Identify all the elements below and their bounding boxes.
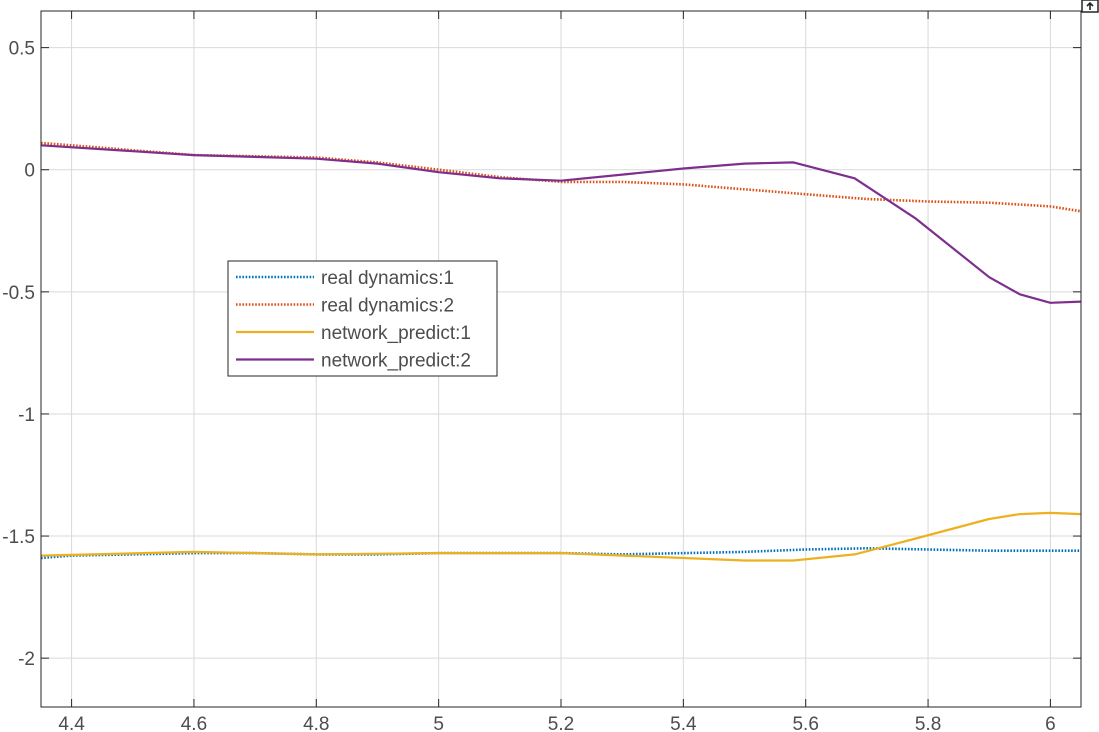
legend-label: network_predict:1 bbox=[321, 323, 471, 344]
ticks bbox=[41, 11, 1081, 707]
y-tick-label: -1 bbox=[18, 405, 35, 426]
y-tick-label: 0.5 bbox=[9, 39, 35, 60]
series-line-2 bbox=[41, 141, 1081, 213]
y-tick-label: 0 bbox=[24, 161, 35, 182]
legend[interactable]: real dynamics:1 real dynamics:2 network_pr… bbox=[227, 260, 498, 377]
legend-box bbox=[227, 260, 498, 377]
x-tick-label: 4.6 bbox=[181, 714, 207, 732]
series-line-1 bbox=[41, 546, 1081, 560]
y-tick-label: -0.5 bbox=[2, 283, 35, 304]
export-icon[interactable] bbox=[1081, 0, 1099, 13]
x-tick-label: 5.4 bbox=[670, 714, 697, 732]
legend-label: network_predict:2 bbox=[321, 351, 471, 372]
x-tick-label: 4.8 bbox=[303, 714, 329, 732]
series-line-4 bbox=[41, 144, 1081, 304]
x-tick-label: 6 bbox=[1045, 714, 1056, 732]
tick-labels: 4.4 4.6 4.8 5 5.2 5.4 5.6 5.8 6 0.5 0 -0.5 -1 -1.5 -2 bbox=[2, 39, 1055, 732]
x-tick-label: 5.2 bbox=[548, 714, 574, 732]
x-tick-label: 4.4 bbox=[58, 714, 85, 732]
legend-label: real dynamics:2 bbox=[321, 296, 454, 317]
x-tick-label: 5 bbox=[433, 714, 444, 732]
y-tick-label: -2 bbox=[18, 649, 35, 670]
y-tick-label: -1.5 bbox=[2, 527, 35, 548]
series-line-3 bbox=[41, 511, 1081, 562]
series-lines bbox=[41, 141, 1081, 562]
x-tick-label: 5.6 bbox=[792, 714, 818, 732]
legend-label: real dynamics:1 bbox=[321, 268, 454, 289]
x-tick-label: 5.8 bbox=[915, 714, 941, 732]
grid bbox=[41, 11, 1081, 707]
